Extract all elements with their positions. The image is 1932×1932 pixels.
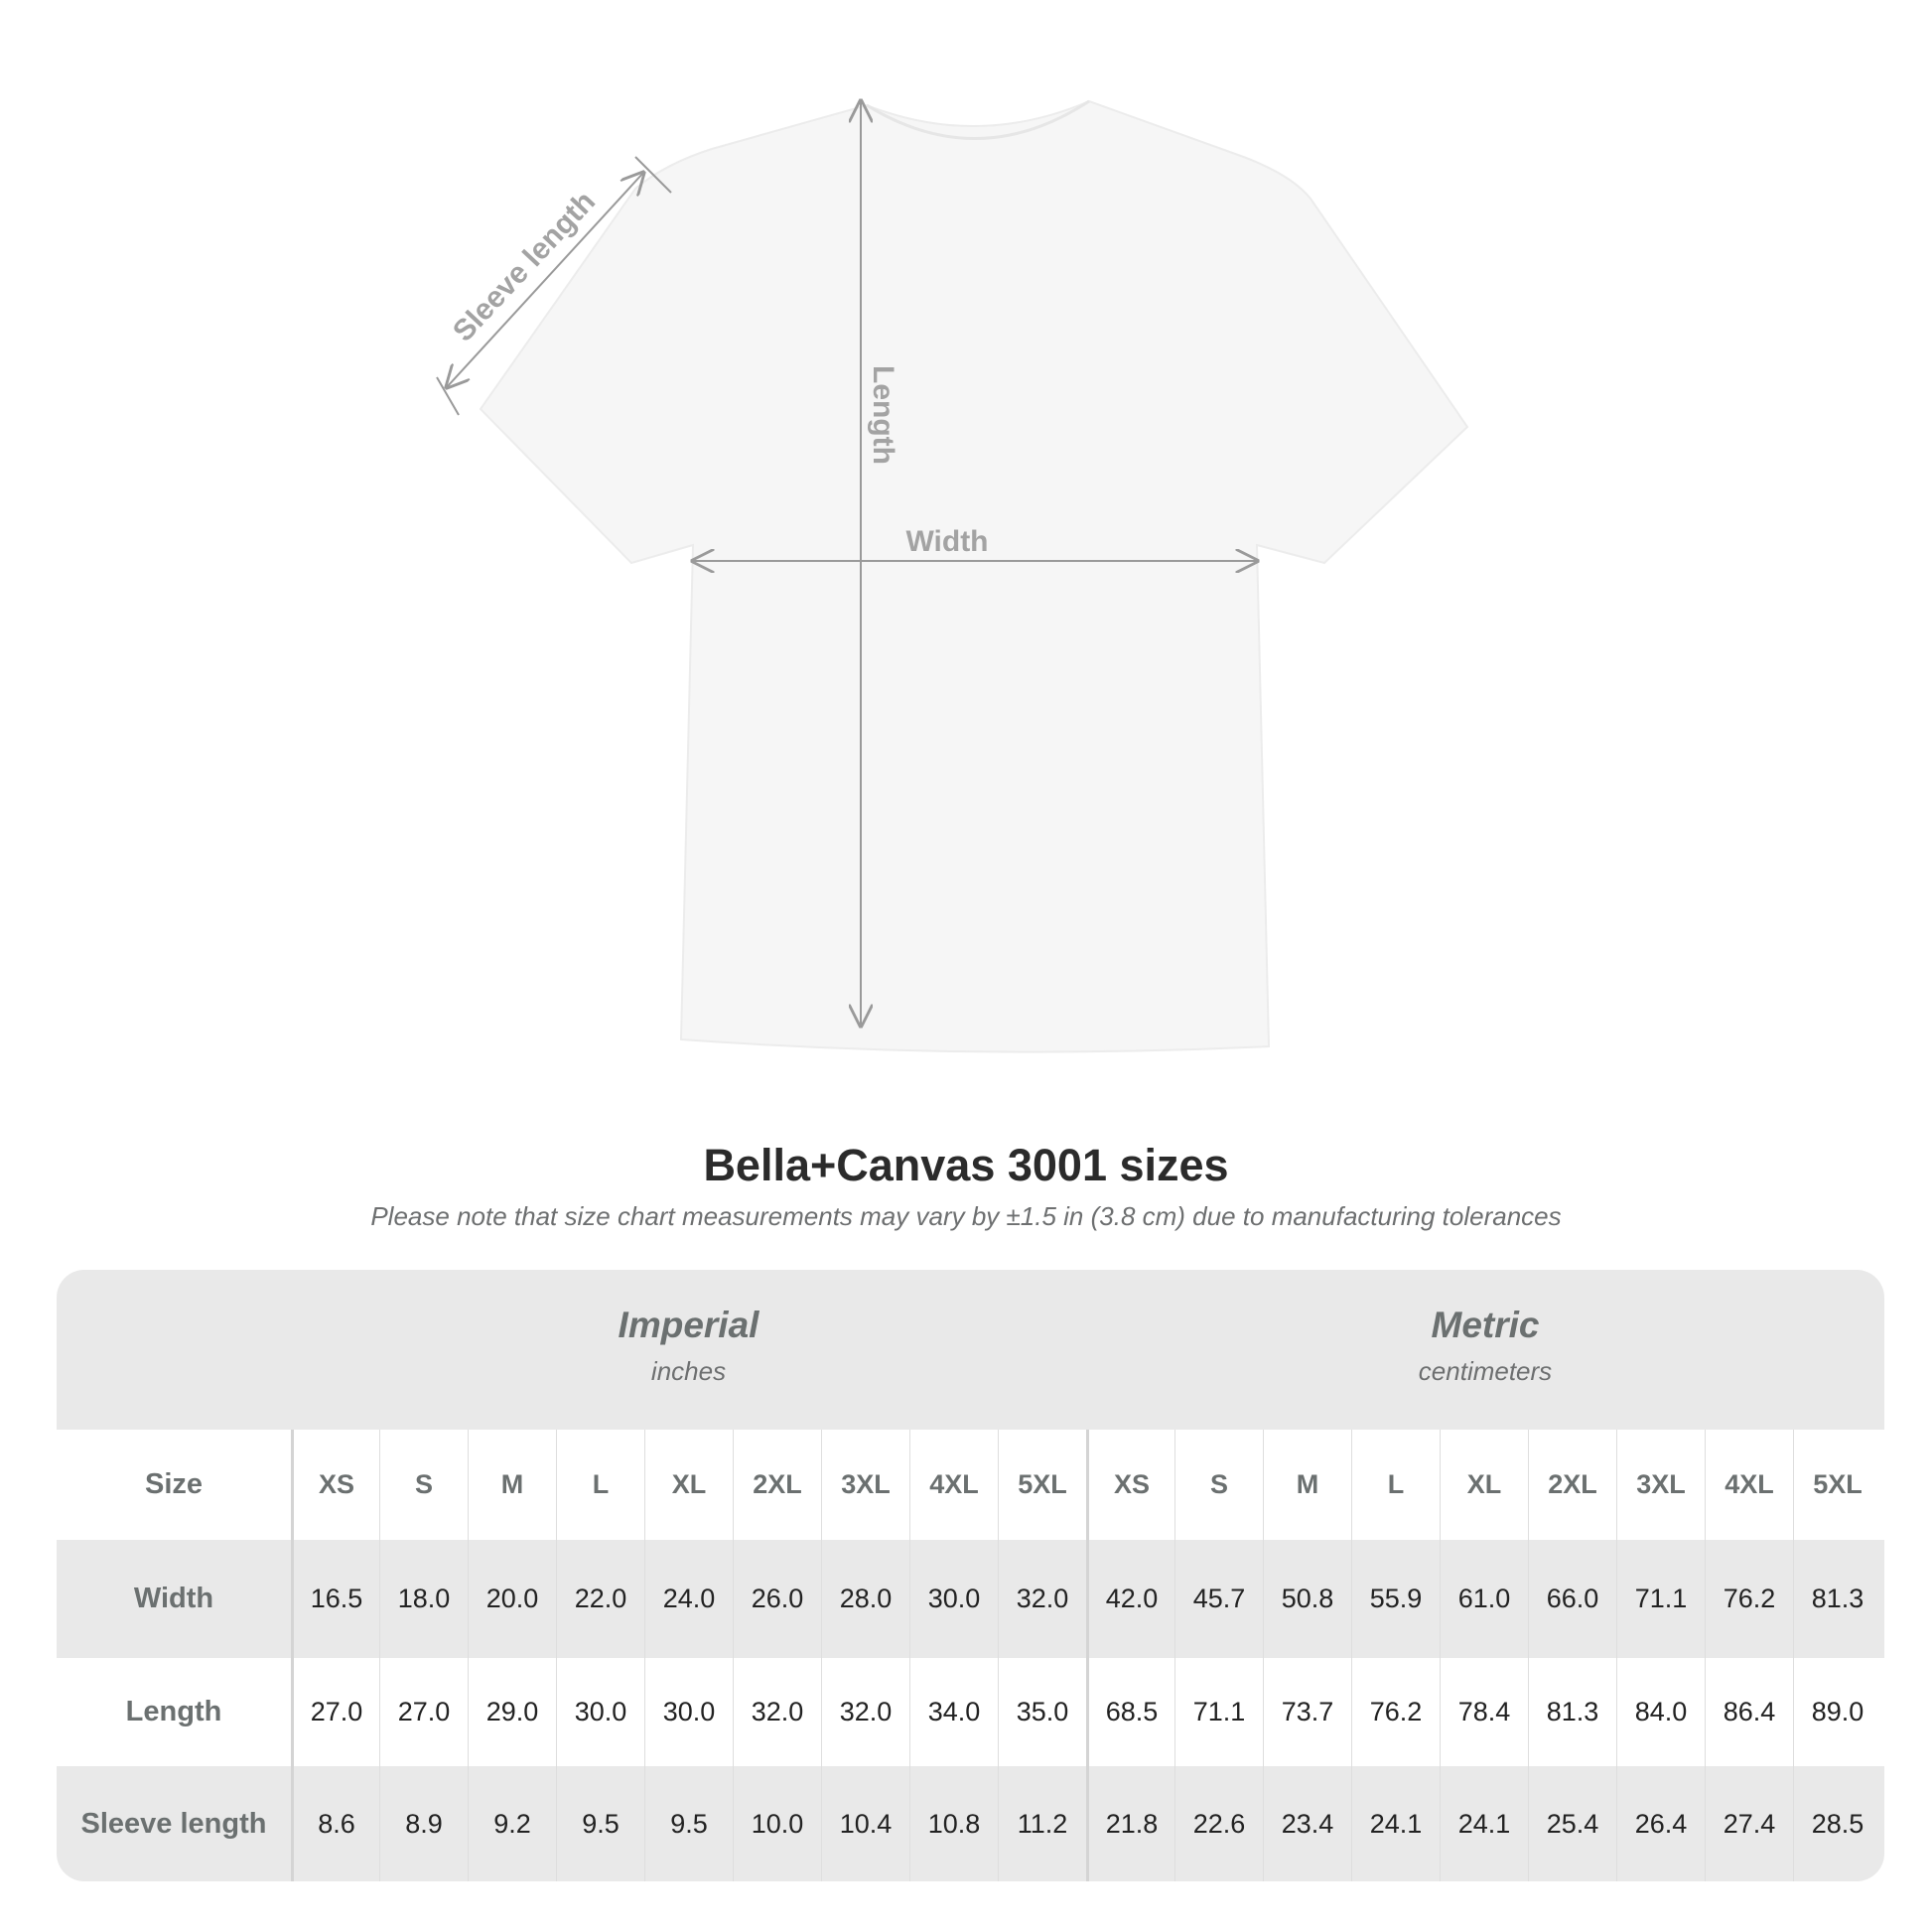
size-header-cell: M	[468, 1430, 556, 1540]
table-cell: 30.0	[644, 1658, 733, 1766]
sleeve-measure-line	[447, 173, 643, 387]
size-header-cell: XL	[1440, 1430, 1528, 1540]
size-label: Size	[144, 1468, 204, 1500]
size-header-cell: M	[1263, 1430, 1351, 1540]
page-title: Bella+Canvas 3001 sizes	[703, 1140, 1229, 1190]
table-cell: 22.6	[1174, 1766, 1263, 1881]
table-cell: 86.4	[1705, 1658, 1793, 1766]
table-cell: 9.2	[468, 1766, 556, 1881]
table-cell: 29.0	[468, 1658, 556, 1766]
table-cell: 9.5	[644, 1766, 733, 1881]
table-cell: 71.1	[1174, 1658, 1263, 1766]
size-header-cell: 4XL	[909, 1430, 998, 1540]
table-cell: 89.0	[1793, 1658, 1881, 1766]
table-cell: 76.2	[1351, 1658, 1440, 1766]
table-cell: 32.0	[733, 1658, 821, 1766]
size-header-cell: XS	[1086, 1430, 1174, 1540]
table-cell: 32.0	[821, 1658, 909, 1766]
table-cell: 73.7	[1263, 1658, 1351, 1766]
size-header-cell: 5XL	[1793, 1430, 1881, 1540]
table-cell: 25.4	[1528, 1766, 1616, 1881]
table-cell: 10.4	[821, 1766, 909, 1881]
metric-unit: centimeters	[1418, 1356, 1553, 1386]
tshirt-shape	[479, 99, 1469, 1053]
table-cell: 8.9	[379, 1766, 468, 1881]
table-cell: 28.0	[821, 1540, 909, 1658]
table-cell: 18.0	[379, 1540, 468, 1658]
size-chart-table: Imperial inches Metric centimeters Size X…	[57, 1270, 1884, 1881]
size-header-cell: 2XL	[733, 1430, 821, 1540]
table-cell: 32.0	[998, 1540, 1086, 1658]
table-cell: 27.4	[1705, 1766, 1793, 1881]
table-cell: 26.0	[733, 1540, 821, 1658]
row-label: Width	[133, 1583, 214, 1614]
table-cell: 84.0	[1616, 1658, 1705, 1766]
metric-heading: Metric	[1431, 1305, 1540, 1345]
table-cell: 22.0	[556, 1540, 644, 1658]
table-cell: 81.3	[1793, 1540, 1881, 1658]
table-cell: 10.0	[733, 1766, 821, 1881]
table-cell: 26.4	[1616, 1766, 1705, 1881]
size-header-cell: L	[1351, 1430, 1440, 1540]
table-cell: 34.0	[909, 1658, 998, 1766]
table-cell: 20.0	[468, 1540, 556, 1658]
table-cell: 30.0	[909, 1540, 998, 1658]
table-cell: 16.5	[291, 1540, 379, 1658]
size-header-cell: L	[556, 1430, 644, 1540]
row-label: Length	[125, 1696, 222, 1727]
table-cell: 55.9	[1351, 1540, 1440, 1658]
table-cell: 66.0	[1528, 1540, 1616, 1658]
table-cell: 9.5	[556, 1766, 644, 1881]
imperial-header: Imperial inches	[291, 1270, 1086, 1430]
table-cell: 50.8	[1263, 1540, 1351, 1658]
table-cell: 76.2	[1705, 1540, 1793, 1658]
metric-header: Metric centimeters	[1086, 1270, 1884, 1430]
imperial-unit: inches	[650, 1356, 727, 1386]
length-label: Length	[867, 365, 899, 465]
table-cell: 45.7	[1174, 1540, 1263, 1658]
tolerance-note: Please note that size chart measurements…	[370, 1201, 1562, 1231]
table-cell: 42.0	[1086, 1540, 1174, 1658]
table-cell: 35.0	[998, 1658, 1086, 1766]
table-cell: 10.8	[909, 1766, 998, 1881]
table-cell: 23.4	[1263, 1766, 1351, 1881]
size-header-cell: 2XL	[1528, 1430, 1616, 1540]
table-cell: 11.2	[998, 1766, 1086, 1881]
imperial-heading: Imperial	[618, 1305, 759, 1345]
size-header-cell: XL	[644, 1430, 733, 1540]
size-header-cell: XS	[291, 1430, 379, 1540]
table-row: Length 27.0 27.0 29.0 30.0 30.0 32.0 32.0 34.0 35…	[57, 1658, 1884, 1766]
table-cell: 24.1	[1351, 1766, 1440, 1881]
table-cell: 61.0	[1440, 1540, 1528, 1658]
size-header-cell: 3XL	[1616, 1430, 1705, 1540]
size-header-cell: 5XL	[998, 1430, 1086, 1540]
size-header-cell: 4XL	[1705, 1430, 1793, 1540]
table-cell: 24.1	[1440, 1766, 1528, 1881]
table-cell: 28.5	[1793, 1766, 1881, 1881]
table-cell: 8.6	[291, 1766, 379, 1881]
table-cell: 81.3	[1528, 1658, 1616, 1766]
table-cell: 27.0	[291, 1658, 379, 1766]
table-row: Sleeve length 8.6 8.9 9.2 9.5 9.5 10.0 10.4 10.8…	[57, 1766, 1884, 1881]
table-cell: 30.0	[556, 1658, 644, 1766]
tshirt-diagram: Length Width Sleeve length	[436, 0, 1469, 1053]
table-cell: 71.1	[1616, 1540, 1705, 1658]
width-label: Width	[905, 525, 988, 558]
size-header-cell: S	[379, 1430, 468, 1540]
size-header-cell: 3XL	[821, 1430, 909, 1540]
size-header-row: Size XS S M L XL 2XL 3XL 4XL 5XL XS S M L XL 2XL 3XL 4XL 5…	[57, 1430, 1884, 1540]
table-cell: 24.0	[644, 1540, 733, 1658]
row-label: Sleeve length	[80, 1807, 267, 1840]
table-cell: 68.5	[1086, 1658, 1174, 1766]
table-cell: 21.8	[1086, 1766, 1174, 1881]
size-header-cell: S	[1174, 1430, 1263, 1540]
table-cell: 78.4	[1440, 1658, 1528, 1766]
table-row: Width 16.5 18.0 20.0 22.0 24.0 26.0 28.0 30.0 32.…	[57, 1540, 1884, 1658]
table-cell: 27.0	[379, 1658, 468, 1766]
